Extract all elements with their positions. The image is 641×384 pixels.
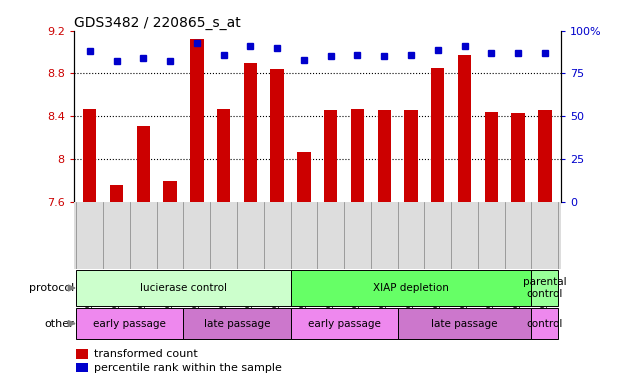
- Bar: [137, 126, 150, 202]
- Text: early passage: early passage: [308, 318, 381, 329]
- Bar: [458, 55, 471, 202]
- Bar: [431, 68, 444, 202]
- Bar: [512, 113, 525, 202]
- Bar: [163, 181, 177, 202]
- Text: protocol: protocol: [29, 283, 74, 293]
- Text: XIAP depletion: XIAP depletion: [373, 283, 449, 293]
- Text: late passage: late passage: [431, 318, 498, 329]
- Bar: [183, 308, 290, 339]
- Bar: [351, 109, 364, 202]
- Bar: [290, 308, 397, 339]
- Text: early passage: early passage: [94, 318, 167, 329]
- Text: parental
control: parental control: [523, 277, 567, 299]
- Bar: [271, 69, 284, 202]
- Bar: [76, 308, 183, 339]
- Text: control: control: [527, 318, 563, 329]
- Bar: [244, 63, 257, 202]
- Text: late passage: late passage: [204, 318, 271, 329]
- Bar: [290, 270, 531, 306]
- Bar: [531, 308, 558, 339]
- Bar: [538, 110, 551, 202]
- Bar: [76, 349, 88, 359]
- Bar: [83, 109, 96, 202]
- Text: other: other: [44, 318, 74, 329]
- Bar: [324, 110, 337, 202]
- Bar: [531, 270, 558, 306]
- Bar: [378, 110, 391, 202]
- Bar: [76, 270, 290, 306]
- Bar: [190, 39, 204, 202]
- Bar: [110, 185, 123, 202]
- Text: lucierase control: lucierase control: [140, 283, 227, 293]
- Bar: [297, 152, 311, 202]
- Text: transformed count: transformed count: [94, 349, 198, 359]
- Bar: [76, 363, 88, 372]
- Bar: [485, 112, 498, 202]
- Bar: [217, 109, 230, 202]
- Text: GDS3482 / 220865_s_at: GDS3482 / 220865_s_at: [74, 16, 240, 30]
- Bar: [397, 308, 531, 339]
- Text: percentile rank within the sample: percentile rank within the sample: [94, 362, 282, 373]
- Bar: [404, 110, 418, 202]
